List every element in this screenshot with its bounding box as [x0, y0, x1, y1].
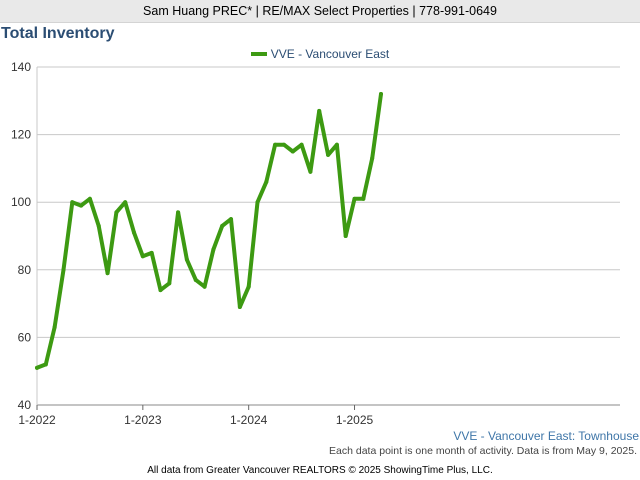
data-point	[229, 217, 234, 222]
x-tick-label: 1-2023	[124, 413, 162, 427]
data-point	[193, 277, 198, 282]
x-tick-label: 1-2024	[230, 413, 268, 427]
data-point	[149, 250, 154, 255]
data-point	[378, 92, 383, 97]
data-point	[255, 200, 260, 205]
data-point	[158, 288, 163, 293]
data-point	[264, 179, 269, 184]
data-point	[35, 365, 39, 370]
data-point	[132, 230, 137, 235]
data-point	[317, 108, 322, 113]
legend-swatch	[250, 51, 267, 56]
data-point	[105, 271, 110, 276]
data-footnote: Each data point is one month of activity…	[329, 445, 637, 457]
grid-layer	[37, 66, 620, 406]
data-point	[237, 304, 242, 309]
y-tick-label: 120	[11, 128, 31, 142]
y-tick-label: 140	[11, 60, 31, 74]
y-tick-label: 60	[18, 330, 32, 344]
series-layer	[35, 92, 383, 370]
data-point	[176, 210, 181, 215]
data-point	[123, 200, 128, 205]
y-tick-label: 100	[11, 195, 31, 209]
series-footnote: VVE - Vancouver East: Townhouse	[453, 429, 639, 443]
data-point	[343, 234, 348, 238]
data-point	[43, 362, 48, 367]
legend-label: VVE - Vancouver East	[270, 47, 390, 61]
x-tick-label: 1-2022	[18, 413, 56, 427]
data-point	[281, 142, 286, 147]
header-contact-text: Sam Huang PREC* | RE/MAX Select Properti…	[143, 4, 497, 18]
data-point	[299, 142, 304, 147]
series-line	[35, 92, 383, 370]
data-point	[352, 196, 357, 201]
data-point	[87, 196, 92, 201]
axis-layer: 40 60 80 100 120 140 1-2022 1-2023 1-2024 1-2025	[11, 60, 374, 427]
data-point	[61, 267, 66, 272]
data-point	[246, 284, 251, 289]
header-bar: Sam Huang PREC* | RE/MAX Select Properti…	[0, 0, 640, 23]
x-tick-label: 1-2025	[336, 413, 374, 427]
data-point	[202, 284, 207, 289]
data-point	[79, 203, 84, 208]
data-point	[96, 223, 101, 228]
y-tick-label: 80	[18, 263, 32, 277]
data-point	[334, 142, 339, 147]
data-point	[326, 152, 331, 157]
data-point	[167, 281, 172, 286]
data-point	[114, 210, 119, 215]
data-point	[70, 200, 75, 205]
chart-legend[interactable]: VVE - Vancouver East	[0, 46, 640, 62]
data-point	[211, 247, 216, 252]
data-point	[273, 142, 278, 147]
data-point	[140, 254, 145, 259]
data-point	[290, 149, 295, 154]
source-footnote: All data from Greater Vancouver REALTORS…	[147, 465, 493, 476]
data-point	[308, 169, 313, 174]
data-point	[361, 196, 366, 201]
data-point	[370, 156, 375, 161]
data-point	[184, 257, 189, 262]
chart-title: Total Inventory	[1, 25, 115, 42]
data-point	[220, 223, 225, 228]
y-tick-label: 40	[18, 398, 32, 412]
data-point	[52, 325, 57, 330]
